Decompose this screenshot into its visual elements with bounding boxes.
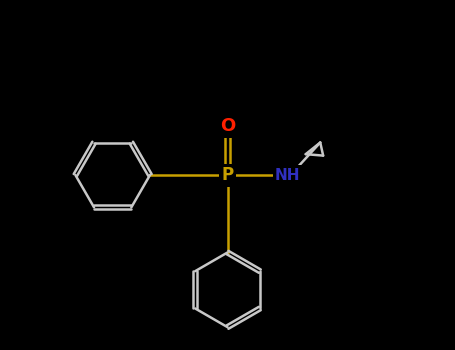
Text: P: P	[222, 166, 233, 184]
Text: P: P	[222, 166, 233, 184]
Text: O: O	[220, 117, 235, 135]
Text: NH: NH	[275, 168, 301, 182]
